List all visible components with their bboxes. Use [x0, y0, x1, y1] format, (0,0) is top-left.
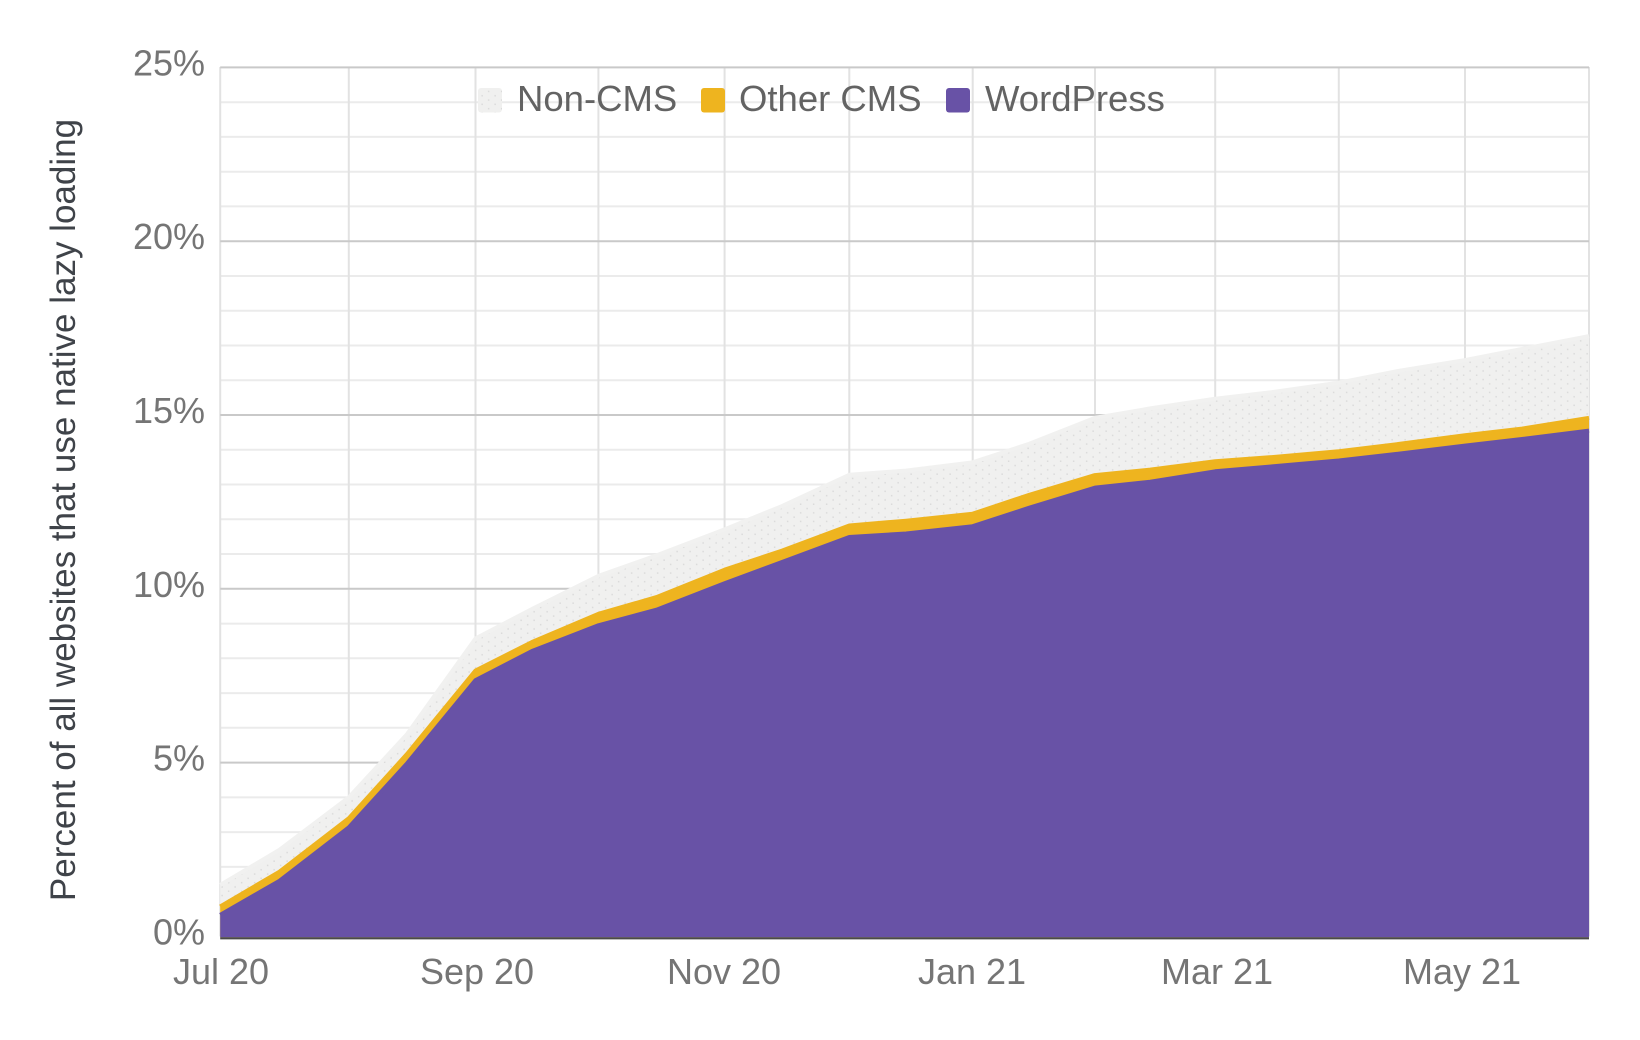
- svg-text:20%: 20%: [133, 216, 205, 257]
- svg-text:Percent of all websites that u: Percent of all websites that use native …: [44, 119, 83, 901]
- svg-text:Jul 20: Jul 20: [173, 951, 269, 992]
- svg-text:Nov 20: Nov 20: [667, 951, 781, 992]
- svg-text:Sep 20: Sep 20: [420, 951, 534, 992]
- svg-text:May 21: May 21: [1403, 951, 1521, 992]
- svg-text:WordPress: WordPress: [985, 78, 1165, 119]
- svg-text:15%: 15%: [133, 390, 205, 431]
- svg-text:Jan 21: Jan 21: [918, 951, 1026, 992]
- svg-text:5%: 5%: [153, 738, 205, 779]
- svg-text:10%: 10%: [133, 564, 205, 605]
- svg-text:Non-CMS: Non-CMS: [517, 78, 677, 119]
- svg-text:Other CMS: Other CMS: [739, 78, 922, 119]
- svg-text:Mar 21: Mar 21: [1161, 951, 1273, 992]
- svg-text:25%: 25%: [133, 42, 205, 83]
- svg-text:0%: 0%: [153, 911, 205, 952]
